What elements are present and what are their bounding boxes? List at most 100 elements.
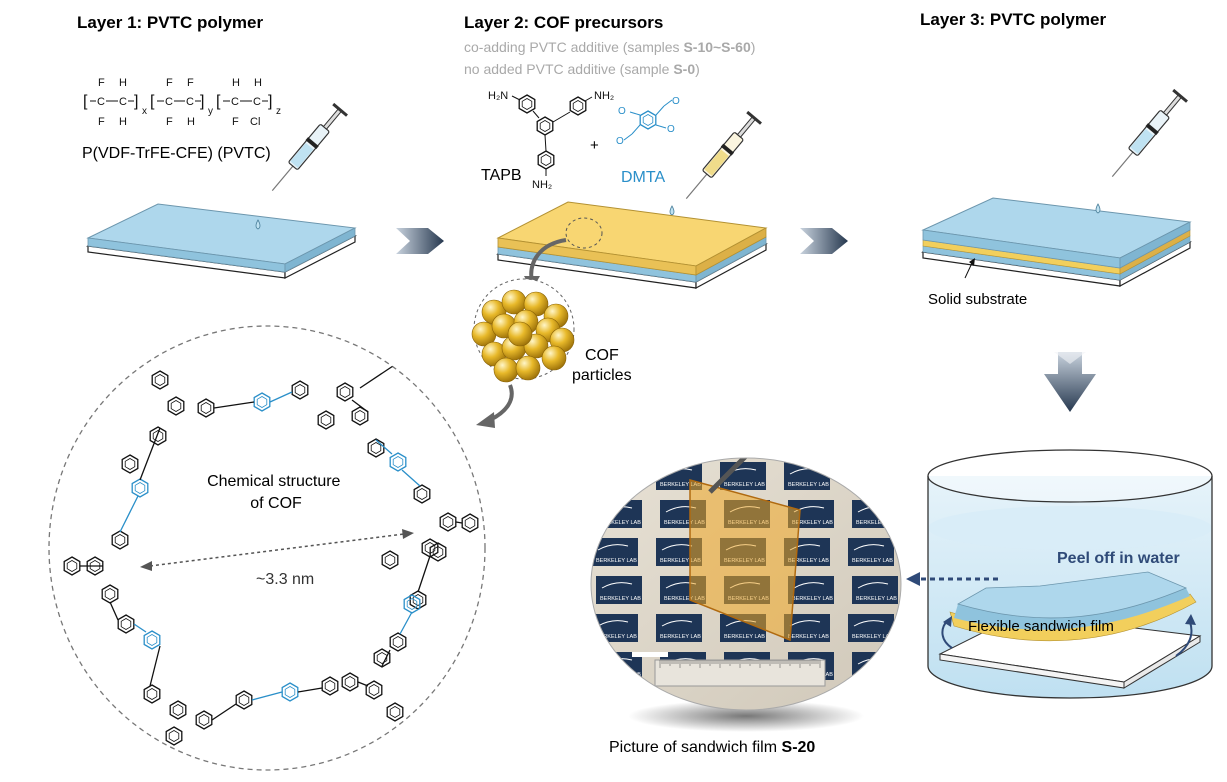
svg-text:NH₂: NH₂	[594, 90, 614, 102]
berkeley-lab-text: BERKELEY LAB	[724, 482, 765, 488]
zoom-circle	[565, 217, 603, 249]
layer3-title: Layer 3: PVTC polymer	[920, 10, 1107, 29]
svg-text:C: C	[165, 96, 173, 108]
svg-text:x: x	[142, 106, 147, 117]
cof-particle	[507, 321, 533, 347]
substrate-stack-3	[921, 197, 1192, 288]
cof-particle	[515, 355, 541, 381]
layer2-note-no-additive: no added PVTC additive (sample S-0)	[464, 61, 700, 77]
berkeley-lab-label-tile	[788, 576, 834, 604]
svg-text:H: H	[119, 77, 127, 89]
plus-sign: +	[590, 137, 599, 154]
svg-text:H: H	[119, 116, 127, 128]
svg-text:O: O	[616, 136, 624, 147]
berkeley-lab-text: BERKELEY LAB	[600, 596, 641, 602]
photo-caption: Picture of sandwich film S-20	[609, 739, 815, 756]
cof-structure-circle	[48, 325, 486, 771]
water-beaker	[927, 449, 1213, 699]
svg-text:F: F	[98, 77, 105, 89]
tapb-molecule: H₂N NH₂ NH₂	[488, 90, 614, 191]
svg-text:H: H	[254, 77, 262, 89]
svg-text:H₂N: H₂N	[488, 90, 508, 102]
cof-particles-cluster	[471, 278, 575, 383]
svg-text:O: O	[618, 106, 626, 117]
berkeley-lab-text: BERKELEY LAB	[788, 634, 829, 640]
process-arrow-down	[1044, 352, 1096, 412]
flexible-film-label: Flexible sandwich film	[968, 618, 1114, 635]
svg-text:y: y	[208, 106, 213, 117]
berkeley-lab-text: BERKELEY LAB	[660, 482, 701, 488]
svg-text:F: F	[187, 77, 194, 89]
chemical-structure-label: Chemical structure of COF	[207, 473, 345, 512]
pvtc-formula: [ F C F H C H ] x [ F C F F C H ] y [ H …	[83, 77, 281, 128]
svg-text:Cl: Cl	[250, 116, 260, 128]
svg-text:O: O	[672, 96, 680, 107]
svg-text:C: C	[97, 96, 105, 108]
cof-framework	[63, 346, 479, 746]
svg-text:H: H	[232, 77, 240, 89]
berkeley-lab-text: BERKELEY LAB	[664, 596, 705, 602]
berkeley-lab-text: BERKELEY LAB	[856, 596, 897, 602]
svg-text:F: F	[166, 116, 173, 128]
berkeley-lab-text: BERKELEY LAB	[596, 634, 637, 640]
berkeley-lab-text: BERKELEY LAB	[852, 558, 893, 564]
berkeley-lab-text: BERKELEY LAB	[792, 596, 833, 602]
svg-text:F: F	[98, 116, 105, 128]
berkeley-lab-text: BERKELEY LAB	[852, 634, 893, 640]
berkeley-lab-label-tile	[596, 576, 642, 604]
dmta-molecule: O O O O	[616, 96, 680, 147]
berkeley-lab-text: BERKELEY LAB	[596, 558, 637, 564]
substrate-stack-1	[85, 203, 358, 279]
berkeley-lab-label-tile	[592, 462, 638, 490]
berkeley-lab-text: BERKELEY LAB	[664, 520, 705, 526]
svg-text:F: F	[232, 116, 239, 128]
substrate-stack-2	[496, 201, 768, 290]
svg-text:C: C	[253, 96, 261, 108]
svg-text:H: H	[187, 116, 195, 128]
berkeley-lab-text: BERKELEY LAB	[856, 520, 897, 526]
svg-text:NH₂: NH₂	[532, 179, 552, 191]
berkeley-lab-label-tile	[848, 462, 894, 490]
berkeley-lab-text: BERKELEY LAB	[660, 558, 701, 564]
svg-text:C: C	[119, 96, 127, 108]
berkeley-lab-text: BERKELEY LAB	[596, 482, 637, 488]
sandwich-film-photo: BERKELEY LAB BERKELEY LAB BERKELEY LAB BERK…	[590, 457, 902, 732]
svg-text:]: ]	[268, 93, 272, 110]
dmta-label: DMTA	[621, 169, 665, 186]
berkeley-lab-text: BERKELEY LAB	[600, 672, 641, 678]
svg-text:]: ]	[134, 93, 138, 110]
berkeley-lab-text: BERKELEY LAB	[660, 634, 701, 640]
syringe-icon-3	[1111, 88, 1188, 178]
svg-text:]: ]	[200, 93, 204, 110]
svg-text:[: [	[216, 93, 221, 110]
layer2-title: Layer 2: COF precursors	[464, 13, 663, 32]
cof-particles-label: COF particles	[572, 347, 632, 384]
svg-text:z: z	[276, 106, 281, 117]
svg-text:C: C	[186, 96, 194, 108]
droplet-icon-1	[255, 219, 261, 230]
syringe-icon-1	[271, 102, 348, 192]
pvtc-name: P(VDF-TrFE-CFE) (PVTC)	[82, 145, 271, 162]
solid-substrate-label: Solid substrate	[928, 291, 1027, 308]
berkeley-lab-label-tile	[656, 614, 702, 642]
berkeley-lab-text: BERKELEY LAB	[852, 482, 893, 488]
berkeley-lab-text: BERKELEY LAB	[792, 520, 833, 526]
berkeley-lab-text: BERKELEY LAB	[788, 558, 829, 564]
berkeley-lab-text: BERKELEY LAB	[724, 634, 765, 640]
droplet-icon-2	[669, 205, 675, 216]
layer1-title: Layer 1: PVTC polymer	[77, 13, 264, 32]
cof-particle	[541, 345, 567, 371]
berkeley-lab-text: BERKELEY LAB	[788, 482, 829, 488]
layer2-note-additive: co-adding PVTC additive (samples S-10~S-…	[464, 39, 755, 55]
svg-text:O: O	[667, 124, 675, 135]
tapb-label: TAPB	[481, 167, 522, 184]
pore-size-arrow	[149, 533, 405, 567]
cof-particle	[493, 357, 519, 383]
svg-text:[: [	[83, 93, 88, 110]
pore-size-label: ~3.3 nm	[256, 571, 314, 588]
svg-text:F: F	[166, 77, 173, 89]
peel-off-label: Peel off in water	[1057, 550, 1180, 567]
syringe-icon-2	[685, 110, 762, 200]
svg-text:[: [	[150, 93, 155, 110]
droplet-icon-3	[1095, 203, 1101, 214]
